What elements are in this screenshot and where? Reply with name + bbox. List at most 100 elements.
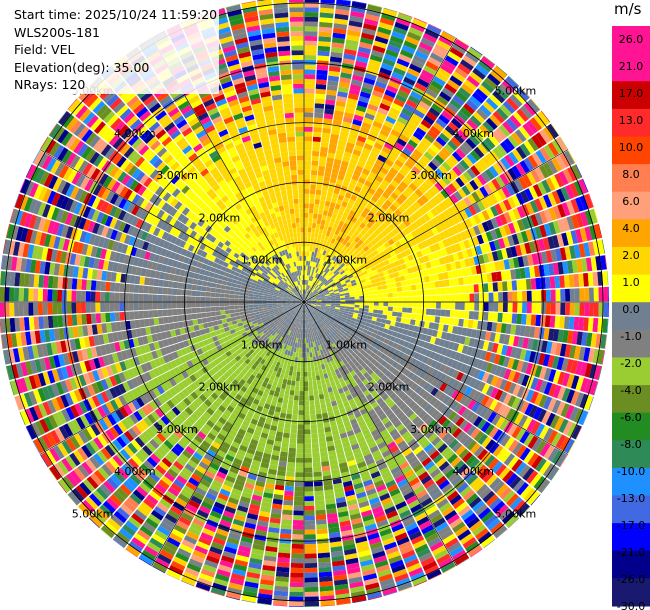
- velocity-gate: [320, 378, 326, 385]
- velocity-gate: [438, 257, 446, 265]
- velocity-gate: [539, 224, 547, 238]
- velocity-gate: [489, 114, 502, 127]
- velocity-gate: [421, 204, 430, 213]
- velocity-gate: [534, 365, 543, 378]
- velocity-gate: [314, 257, 319, 263]
- velocity-gate: [336, 214, 342, 221]
- velocity-gate: [522, 416, 533, 430]
- velocity-gate: [418, 362, 426, 371]
- velocity-gate: [522, 174, 533, 188]
- velocity-gate: [295, 376, 300, 382]
- velocity-gate: [556, 233, 565, 247]
- velocity-gate: [331, 244, 337, 250]
- velocity-gate: [350, 302, 355, 305]
- velocity-gate: [602, 318, 608, 333]
- velocity-gate: [552, 235, 560, 248]
- velocity-gate: [337, 91, 348, 98]
- velocity-gate: [332, 276, 338, 281]
- velocity-gate: [379, 150, 389, 159]
- velocity-gate: [415, 175, 425, 185]
- velocity-gate: [493, 302, 499, 312]
- velocity-gate: [448, 154, 459, 166]
- velocity-gate: [509, 94, 523, 108]
- velocity-gate: [307, 366, 312, 372]
- velocity-gate: [539, 129, 551, 144]
- velocity-gate: [354, 296, 360, 300]
- velocity-gate: [355, 60, 368, 68]
- velocity-gate: [335, 8, 350, 16]
- velocity-gate: [307, 362, 311, 368]
- velocity-gate: [557, 371, 566, 385]
- velocity-gate: [479, 406, 489, 418]
- velocity-gate: [421, 356, 429, 364]
- velocity-gate: [335, 307, 340, 310]
- velocity-gate: [359, 248, 366, 255]
- velocity-gate: [306, 289, 308, 295]
- velocity-gate: [533, 326, 541, 339]
- velocity-gate: [472, 202, 482, 214]
- velocity-gate: [343, 229, 350, 236]
- velocity-gate: [284, 485, 294, 492]
- velocity-gate: [472, 236, 480, 246]
- velocity-gate: [316, 286, 321, 291]
- velocity-gate: [515, 324, 521, 336]
- velocity-gate: [473, 368, 481, 379]
- velocity-gate: [429, 336, 437, 344]
- velocity-gate: [552, 220, 561, 234]
- velocity-gate: [560, 289, 566, 302]
- velocity-gate: [519, 325, 526, 337]
- velocity-gate: [372, 249, 379, 256]
- velocity-gate: [348, 311, 354, 315]
- velocity-gate: [304, 31, 318, 37]
- velocity-gate: [311, 366, 315, 372]
- velocity-gate: [485, 385, 495, 397]
- velocity-gate: [490, 375, 499, 387]
- velocity-gate: [304, 333, 306, 339]
- velocity-gate: [395, 281, 402, 288]
- velocity-gate: [368, 294, 374, 299]
- velocity-gate: [403, 219, 411, 227]
- velocity-gate: [330, 302, 336, 304]
- velocity-gate: [466, 328, 473, 337]
- velocity-gate: [330, 282, 336, 287]
- velocity-gate: [397, 205, 406, 214]
- velocity-gate: [392, 287, 398, 293]
- velocity-gate: [306, 296, 310, 300]
- velocity-gate: [342, 285, 348, 290]
- velocity-gate: [454, 310, 460, 318]
- velocity-gate: [378, 183, 387, 191]
- velocity-gate: [426, 229, 435, 238]
- velocity-gate: [403, 341, 410, 348]
- velocity-gate: [362, 314, 368, 319]
- velocity-gate: [416, 78, 430, 88]
- velocity-gate: [464, 302, 470, 311]
- velocity-gate: [475, 245, 483, 255]
- velocity-gate: [529, 326, 536, 338]
- velocity-gate: [304, 462, 313, 468]
- velocity-gate: [438, 354, 446, 364]
- velocity-gate: [346, 281, 352, 286]
- velocity-gate: [344, 192, 352, 199]
- velocity-gate: [365, 249, 373, 256]
- velocity-gate: [434, 316, 441, 324]
- velocity-gate: [356, 160, 366, 168]
- velocity-gate: [354, 65, 367, 73]
- velocity-gate: [365, 203, 373, 211]
- velocity-gate: [588, 287, 594, 302]
- velocity-gate: [435, 380, 444, 390]
- velocity-gate: [288, 452, 296, 458]
- velocity-gate: [425, 88, 438, 99]
- velocity-gate: [320, 195, 327, 201]
- velocity-gate: [452, 71, 466, 83]
- velocity-gate: [587, 348, 596, 363]
- velocity-gate: [308, 270, 311, 276]
- velocity-gate: [516, 87, 530, 101]
- velocity-gate: [346, 256, 353, 262]
- velocity-gate: [468, 216, 477, 227]
- velocity-gate: [342, 181, 350, 188]
- velocity-gate: [494, 332, 501, 343]
- velocity-gate: [326, 300, 331, 302]
- velocity-gate: [424, 349, 432, 358]
- velocity-gate: [347, 137, 357, 145]
- velocity-gate: [575, 426, 583, 440]
